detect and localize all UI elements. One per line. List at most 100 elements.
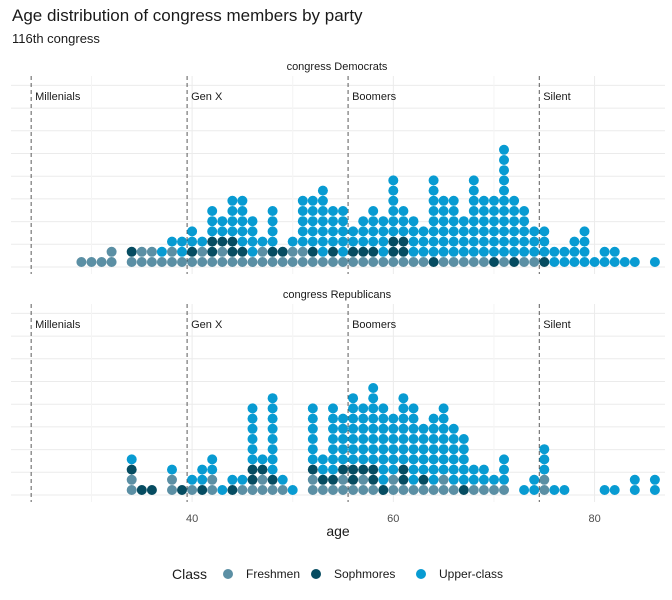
dot-freshmen [126,474,137,485]
legend-label-sophmores: Sophmores [334,567,395,581]
dot-upper-class [438,246,449,257]
dot-upper-class [317,464,328,475]
dot-freshmen [438,257,449,267]
dot-upper-class [388,454,399,465]
dot-upper-class [358,226,369,237]
dot-upper-class [408,464,419,475]
dot-freshmen [307,257,318,267]
dot-freshmen [267,257,278,267]
dot-upper-class [358,454,369,465]
dot-upper-class [378,226,389,237]
dot-freshmen [307,474,318,485]
dot-freshmen [317,485,328,495]
dot-upper-class [247,403,258,414]
dot-upper-class [378,236,389,247]
dot-upper-class [247,423,258,434]
dot-upper-class [438,216,449,227]
dot-upper-class [348,236,359,247]
dot-freshmen [187,257,198,267]
panel-title-democrats: congress Democrats [287,61,388,73]
dot-upper-class [468,236,479,247]
dot-freshmen [187,485,198,495]
dot-upper-class [478,474,489,485]
dot-upper-class [579,257,590,267]
dot-upper-class [348,454,359,465]
dot-upper-class [307,444,318,455]
dot-freshmen [348,485,359,495]
dot-sophmores [237,246,248,257]
dot-upper-class [539,226,550,237]
dot-upper-class [368,216,379,227]
dot-upper-class [247,236,258,247]
dot-freshmen [237,257,248,267]
dot-upper-class [227,216,238,227]
dot-upper-class [307,206,318,216]
dot-freshmen [96,257,107,267]
dot-sophmores [227,485,238,495]
dot-upper-class [398,403,409,414]
dot-upper-class [328,403,338,414]
dot-upper-class [358,236,369,247]
dot-upper-class [388,423,399,434]
dot-upper-class [489,474,499,485]
dot-upper-class [468,206,479,216]
dot-upper-class [317,195,328,206]
dot-freshmen [418,485,429,495]
gridlines-democrats [11,76,665,274]
dot-freshmen [468,257,479,267]
dot-freshmen [338,474,348,485]
dot-upper-class [317,246,328,257]
dot-freshmen [247,485,258,495]
dot-freshmen [207,485,218,495]
dot-upper-class [388,185,399,196]
dot-freshmen [398,257,409,267]
dot-sophmores [207,236,218,247]
dot-upper-class [267,216,278,227]
dot-upper-class [408,403,419,414]
dot-upper-class [177,236,187,247]
legend-label-upper-class: Upper-class [439,567,503,581]
generation-label-silent: Silent [543,91,571,103]
dot-upper-class [247,444,258,455]
dot-upper-class [368,383,379,393]
dot-upper-class [619,257,630,267]
dot-upper-class [649,485,660,495]
dot-upper-class [438,226,449,237]
dot-upper-class [589,257,600,267]
dot-upper-class [478,206,489,216]
dot-upper-class [428,195,439,206]
dot-upper-class [519,206,530,216]
dot-freshmen [167,246,177,257]
dot-upper-class [499,206,509,216]
dot-upper-class [167,236,177,247]
dot-upper-class [368,434,379,444]
dot-sophmores [257,464,268,475]
dot-upper-class [408,474,419,485]
dot-freshmen [328,485,338,495]
dot-upper-class [378,464,389,475]
dot-upper-class [458,216,469,227]
dot-upper-class [287,485,298,495]
dot-upper-class [348,403,359,414]
dot-upper-class [468,185,479,196]
dot-sophmores [398,246,409,257]
dot-upper-class [358,434,369,444]
dot-upper-class [489,226,499,237]
dot-upper-class [227,226,238,237]
dot-upper-class [428,423,439,434]
dot-freshmen [307,485,318,495]
dot-upper-class [499,474,509,485]
dot-upper-class [438,206,449,216]
dot-upper-class [368,403,379,414]
dot-upper-class [458,454,469,465]
dot-upper-class [499,195,509,206]
dot-upper-class [257,236,268,247]
dot-freshmen [167,257,177,267]
generation-label-boomers: Boomers [352,91,397,103]
dot-upper-class [398,216,409,227]
dot-upper-class [448,226,459,237]
dot-sophmores [398,464,409,475]
dot-upper-class [428,444,439,455]
dot-upper-class [378,434,389,444]
dot-freshmen [146,257,157,267]
